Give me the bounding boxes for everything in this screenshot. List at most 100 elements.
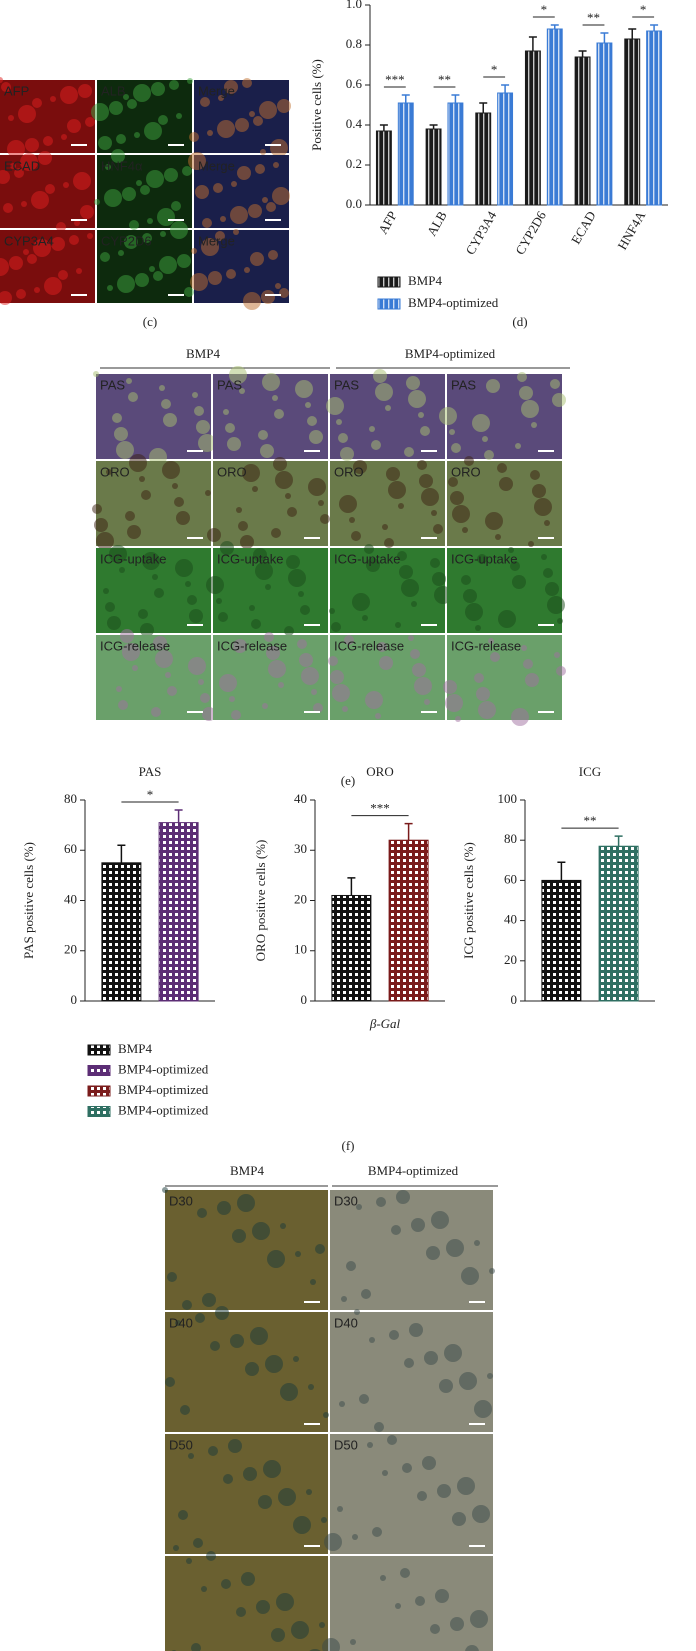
micrograph-texture [301, 667, 319, 685]
micrograph-texture [263, 1460, 281, 1478]
cell-label: D50 [169, 1437, 193, 1452]
micrograph-texture [417, 1491, 427, 1501]
micrograph-texture [376, 1197, 386, 1207]
micrograph-texture [543, 568, 553, 578]
micrograph-texture [465, 1645, 479, 1651]
micrograph-texture [93, 371, 99, 377]
legend-swatch [377, 276, 401, 288]
micrograph-texture [159, 256, 177, 274]
micrograph-texture [31, 191, 49, 209]
micrograph-texture [372, 1527, 382, 1537]
y-tick-label: 80 [64, 791, 77, 806]
micrograph-texture [191, 248, 197, 254]
micrograph-texture [271, 1628, 285, 1642]
x-tick-label: HNF4A [614, 208, 648, 252]
micrograph-texture [128, 392, 138, 402]
micrograph-texture [50, 96, 56, 102]
micrograph-texture [100, 252, 110, 262]
micrograph-texture [424, 699, 430, 705]
micrograph-texture [362, 615, 368, 621]
micrograph-texture [499, 477, 513, 491]
micrograph-texture [106, 469, 112, 475]
micrograph-texture [474, 1400, 492, 1418]
micrograph-texture [318, 500, 324, 506]
micrograph-texture [272, 187, 290, 205]
micrograph-texture [415, 1596, 425, 1606]
legend-swatch [377, 298, 401, 310]
micrograph-texture [373, 369, 387, 383]
micrograph-texture [252, 1222, 270, 1240]
micrograph-texture [9, 256, 23, 270]
micrograph-texture [457, 1477, 475, 1495]
micrograph-texture [557, 618, 563, 624]
micrograph-texture [364, 544, 374, 554]
micrograph-texture [153, 271, 163, 281]
micrograph [447, 635, 562, 720]
micrograph-texture [260, 149, 266, 155]
micrograph-texture [208, 271, 222, 285]
micrograph-texture [0, 170, 10, 184]
micrograph-texture [387, 1435, 397, 1445]
micrograph-texture [431, 510, 437, 516]
micrograph-texture [309, 430, 323, 444]
micrograph-texture [188, 657, 206, 675]
micrograph-texture [221, 1579, 231, 1589]
cell-label: ALB [101, 83, 126, 98]
micrograph-texture [189, 609, 203, 623]
micrograph-texture [154, 588, 164, 598]
y-tick-label: 20 [294, 891, 307, 906]
micrograph-texture [528, 541, 534, 547]
micrograph-texture [176, 113, 182, 119]
micrograph-texture [80, 205, 94, 219]
micrograph-texture [178, 1510, 188, 1520]
micrograph-texture [177, 254, 191, 268]
micrograph-texture [116, 686, 122, 692]
micrograph-texture [151, 707, 161, 717]
micrograph-texture [116, 134, 126, 144]
micrograph-texture [385, 405, 391, 411]
micrograph-texture [477, 554, 487, 564]
micrograph-texture [266, 202, 276, 212]
micrograph-texture [379, 656, 393, 670]
micrograph-texture [311, 689, 317, 695]
micrograph-texture [109, 101, 123, 115]
chart-title: ORO [366, 764, 393, 779]
micrograph-texture [0, 77, 3, 83]
error-bar [451, 94, 460, 103]
micrograph-texture [433, 524, 443, 534]
micrograph-texture [51, 237, 65, 251]
micrograph [330, 1556, 493, 1651]
micrograph-texture [328, 656, 338, 666]
micrograph-texture [541, 554, 547, 560]
micrograph-texture [237, 166, 251, 180]
micrograph-texture [424, 1351, 438, 1365]
micrograph-texture [249, 111, 255, 117]
y-tick-label: 0 [511, 992, 518, 1007]
micrograph-texture [487, 1373, 493, 1379]
micrograph-texture [229, 366, 247, 384]
micrograph-texture [319, 1622, 325, 1628]
micrograph-texture [129, 220, 139, 230]
micrograph-texture [188, 152, 206, 170]
micrograph-texture [288, 569, 306, 587]
cell-label: HNF4α [101, 158, 143, 173]
y-axis-label: ICG positive cells (%) [461, 842, 476, 959]
micrograph-texture [452, 1512, 466, 1526]
micrograph-texture [268, 660, 286, 678]
micrograph-texture [395, 1603, 401, 1609]
micrograph-texture [233, 229, 239, 235]
legend-swatch [87, 1044, 111, 1056]
micrograph-texture [300, 605, 310, 615]
micrograph-texture [208, 1446, 218, 1456]
micrograph-texture [139, 476, 145, 482]
micrograph-texture [439, 1379, 453, 1393]
micrograph-texture [321, 1517, 327, 1523]
bar [101, 862, 142, 1002]
micrograph-texture [320, 514, 330, 524]
micrograph-texture [298, 591, 304, 597]
chart-title: PAS [139, 764, 162, 779]
micrograph-texture [452, 505, 470, 523]
micrograph-texture [171, 201, 181, 211]
micrograph-texture [279, 288, 289, 298]
micrograph [213, 461, 328, 546]
